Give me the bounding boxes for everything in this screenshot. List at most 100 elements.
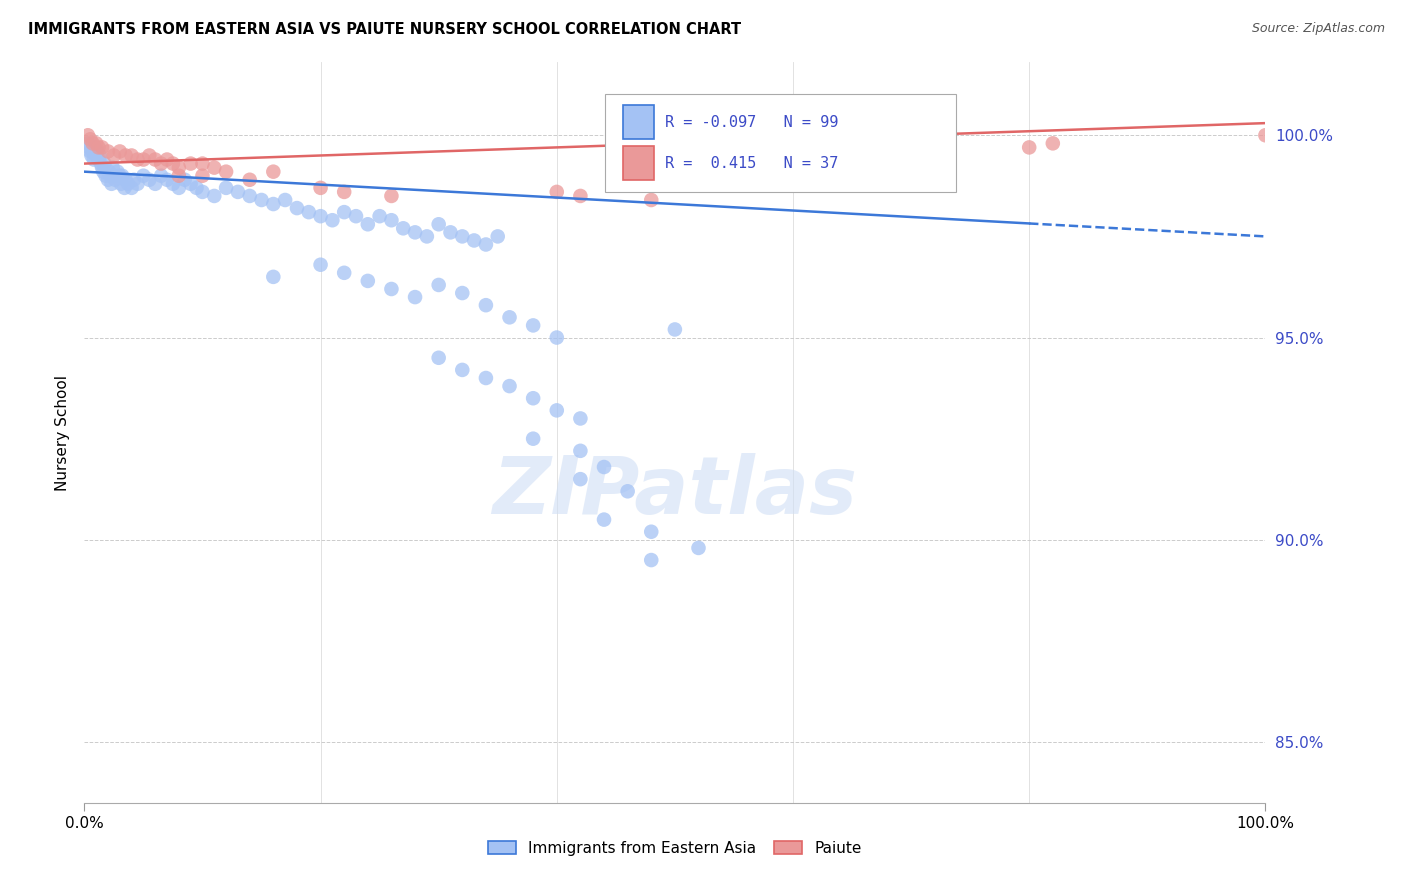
Point [427,351,450,365]
Point [202,189,225,203]
Point [404,290,426,304]
Point [451,229,474,244]
Point [143,177,166,191]
Point [80,148,103,162]
Point [380,189,402,203]
Point [321,213,343,227]
Point [91,164,114,178]
Point [98,164,121,178]
Point [239,173,262,187]
Point [138,148,160,162]
Point [162,156,184,170]
Point [451,363,474,377]
Point [368,209,391,223]
Point [83,153,105,167]
Point [180,177,202,191]
Point [664,322,686,336]
Point [162,177,184,191]
Point [262,164,284,178]
Point [121,181,143,195]
Point [392,221,415,235]
Point [640,553,662,567]
Point [1018,140,1040,154]
Point [357,217,380,231]
Text: R = -0.097   N = 99: R = -0.097 N = 99 [665,115,838,129]
Point [191,185,214,199]
Point [138,173,160,187]
Text: ZIPatlas: ZIPatlas [492,453,858,531]
Point [298,205,321,219]
Point [274,193,297,207]
Point [98,169,121,183]
Point [167,169,190,183]
Point [132,153,155,167]
Point [103,148,125,162]
Point [122,173,145,187]
Point [333,266,356,280]
Point [522,318,544,333]
Point [569,443,592,458]
Point [309,209,332,223]
Point [114,148,136,162]
Point [546,330,568,344]
Point [226,185,249,199]
Point [143,153,166,167]
Point [79,132,101,146]
Point [173,173,195,187]
Point [93,156,115,170]
Point [1042,136,1064,151]
Point [89,148,111,162]
Point [121,148,143,162]
Point [107,164,129,178]
Point [427,217,450,231]
Point [215,164,238,178]
Point [439,225,461,239]
Point [475,237,498,252]
Point [546,403,568,417]
Point [380,213,402,227]
Point [333,185,356,199]
Point [100,177,122,191]
Point [156,153,179,167]
Point [104,173,127,187]
Point [127,177,149,191]
Point [404,225,426,239]
Point [90,156,112,170]
Point [616,484,638,499]
Legend: Immigrants from Eastern Asia, Paiute: Immigrants from Eastern Asia, Paiute [482,835,868,862]
Point [486,229,509,244]
Point [150,156,173,170]
Point [250,193,273,207]
Point [84,148,107,162]
Point [380,282,402,296]
Point [191,156,214,170]
Point [79,145,101,159]
Point [191,169,214,183]
Point [77,140,100,154]
Point [186,181,208,195]
Point [91,161,114,175]
Point [522,391,544,405]
Point [127,153,149,167]
Point [110,177,132,191]
Point [101,161,124,175]
Point [475,371,498,385]
Point [593,460,616,475]
Point [569,472,592,486]
Text: IMMIGRANTS FROM EASTERN ASIA VS PAIUTE NURSERY SCHOOL CORRELATION CHART: IMMIGRANTS FROM EASTERN ASIA VS PAIUTE N… [28,22,741,37]
Point [156,173,179,187]
Point [150,169,173,183]
Point [344,209,367,223]
Point [167,181,190,195]
Point [82,145,104,159]
Point [82,136,104,151]
Point [84,140,107,154]
Point [97,145,120,159]
Point [262,197,284,211]
Point [132,169,155,183]
Point [640,524,662,539]
Point [451,286,474,301]
Point [475,298,498,312]
Point [569,411,592,425]
Point [202,161,225,175]
